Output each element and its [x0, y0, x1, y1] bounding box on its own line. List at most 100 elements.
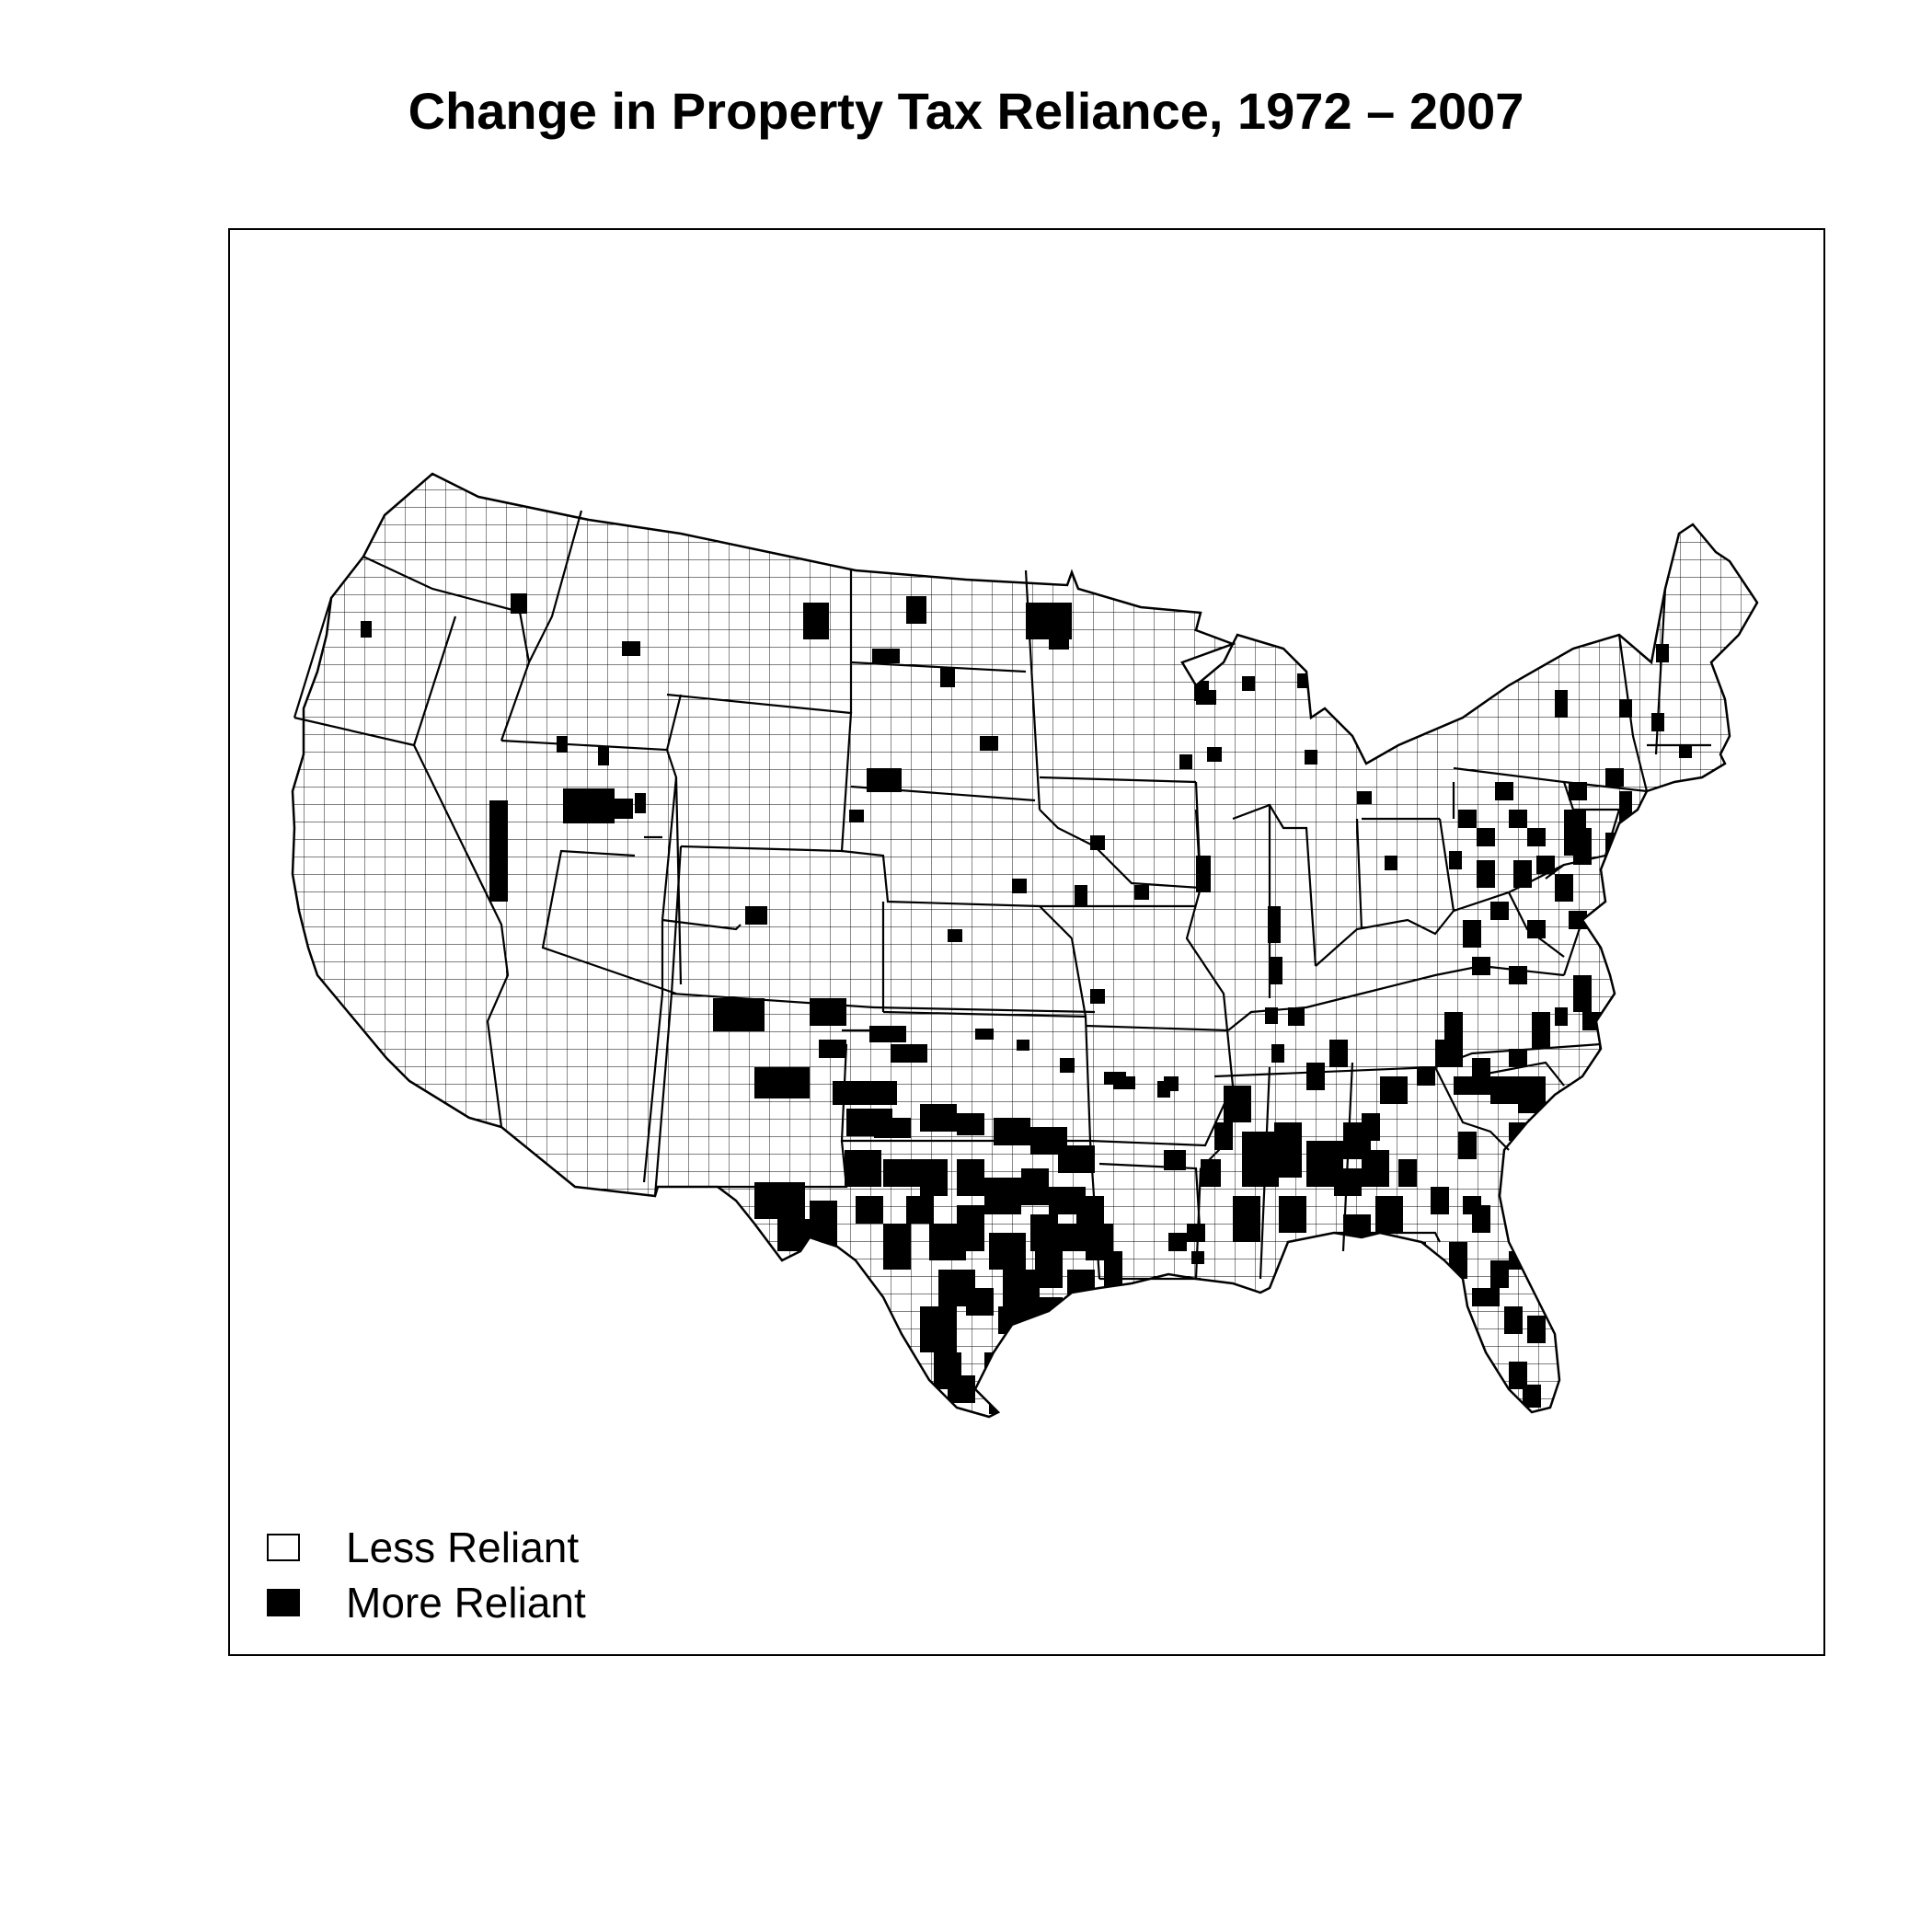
- more-reliant-county: [883, 1224, 911, 1270]
- more-reliant-county: [1271, 1044, 1284, 1063]
- more-reliant-county: [1021, 1325, 1049, 1343]
- more-reliant-county: [1058, 1224, 1086, 1251]
- legend-label-less-reliant: Less Reliant: [346, 1524, 580, 1571]
- more-reliant-county: [1495, 782, 1513, 800]
- more-reliant-county: [940, 667, 955, 687]
- more-reliant-county: [1573, 975, 1592, 1012]
- more-reliant-county: [883, 1159, 920, 1187]
- more-reliant-county: [1207, 747, 1222, 762]
- more-reliant-county: [1021, 1168, 1049, 1205]
- more-reliant-county: [598, 747, 609, 765]
- legend-item-less-reliant: Less Reliant: [267, 1520, 586, 1575]
- more-reliant-county: [489, 800, 508, 902]
- more-reliant-county: [1532, 1012, 1550, 1049]
- more-reliant-county: [874, 1118, 911, 1138]
- more-reliant-county: [1679, 745, 1692, 758]
- more-reliant-county: [1362, 1113, 1380, 1141]
- more-reliant-county: [984, 1352, 1012, 1380]
- more-reliant-county: [1268, 906, 1281, 943]
- more-reliant-county: [1555, 1007, 1568, 1026]
- more-reliant-county: [980, 736, 998, 751]
- more-reliant-county: [1049, 635, 1069, 650]
- more-reliant-county: [966, 1288, 994, 1316]
- more-reliant-county: [819, 1040, 846, 1058]
- more-reliant-county: [810, 998, 846, 1026]
- more-reliant-county: [1270, 957, 1282, 984]
- more-reliant-county: [1375, 1196, 1403, 1233]
- more-reliant-county: [1164, 1150, 1186, 1170]
- more-reliant-county: [810, 1201, 837, 1237]
- more-reliant-county: [920, 1104, 957, 1132]
- more-reliant-county: [1224, 1086, 1251, 1122]
- more-reliant-county: [948, 929, 962, 942]
- more-reliant-county: [1477, 860, 1495, 888]
- more-reliant-county: [615, 799, 633, 819]
- more-reliant-county: [1017, 1040, 1029, 1051]
- more-reliant-county: [1233, 1196, 1260, 1242]
- more-reliant-county: [891, 1044, 927, 1063]
- more-reliant-county: [957, 1205, 984, 1251]
- more-reliant-county: [998, 1306, 1035, 1334]
- more-reliant-county: [1523, 1385, 1541, 1408]
- more-reliant-county: [361, 621, 372, 638]
- legend-item-more-reliant: More Reliant: [267, 1575, 586, 1630]
- more-reliant-county: [1472, 1288, 1500, 1306]
- more-reliant-county: [1555, 874, 1573, 902]
- more-reliant-county: [948, 1375, 975, 1403]
- more-reliant-county: [803, 603, 829, 639]
- more-reliant-county: [1274, 1122, 1302, 1178]
- more-reliant-county: [957, 1159, 984, 1196]
- more-reliant-county: [1060, 1058, 1075, 1073]
- more-reliant-county: [1242, 1132, 1279, 1187]
- legend: Less Reliant More Reliant: [267, 1520, 586, 1630]
- more-reliant-county: [1357, 791, 1372, 804]
- more-reliant-county: [1513, 860, 1532, 888]
- more-reliant-county: [1058, 1145, 1095, 1173]
- more-reliant-county: [1187, 1224, 1205, 1242]
- more-reliant-county: [1380, 1237, 1398, 1256]
- more-reliant-county: [1067, 1270, 1095, 1306]
- more-reliant-county: [1242, 676, 1255, 691]
- more-reliant-county: [1288, 1007, 1305, 1026]
- more-reliant-county: [1329, 1040, 1348, 1067]
- more-reliant-county: [1555, 690, 1568, 718]
- more-reliant-county: [1104, 1251, 1122, 1288]
- more-reliant-counties: [361, 593, 1692, 1414]
- more-reliant-county: [1527, 828, 1546, 846]
- more-reliant-county: [845, 1150, 881, 1187]
- more-reliant-county: [1536, 856, 1555, 874]
- more-reliant-county: [1012, 879, 1027, 893]
- more-reliant-county: [622, 641, 640, 656]
- more-reliant-county: [1417, 1067, 1435, 1086]
- more-reliant-county: [989, 1233, 1026, 1270]
- more-reliant-county: [1385, 856, 1397, 870]
- more-reliant-county: [1490, 902, 1509, 920]
- more-reliant-county: [1090, 989, 1105, 1004]
- more-reliant-county: [869, 1026, 906, 1042]
- more-reliant-county: [1168, 1233, 1187, 1251]
- more-reliant-county: [777, 1219, 814, 1251]
- more-reliant-county: [1504, 1306, 1523, 1334]
- more-reliant-county: [1605, 768, 1624, 787]
- more-reliant-county: [1201, 1159, 1221, 1187]
- more-reliant-county: [849, 810, 864, 822]
- more-reliant-county: [833, 1081, 897, 1105]
- more-reliant-county: [1343, 1214, 1371, 1242]
- more-reliant-county: [1449, 851, 1462, 869]
- more-reliant-county: [1573, 828, 1592, 865]
- more-reliant-county: [754, 1067, 810, 1098]
- more-reliant-county: [989, 1394, 1009, 1414]
- more-reliant-county: [984, 1178, 1021, 1214]
- map-frame: [228, 228, 1825, 1656]
- more-reliant-county: [1642, 846, 1655, 874]
- state-borders: [293, 510, 1711, 1281]
- more-reliant-county: [920, 1306, 957, 1352]
- more-reliant-county: [1104, 1072, 1126, 1085]
- more-reliant-county: [1279, 1196, 1306, 1233]
- more-reliant-county: [1472, 1205, 1490, 1233]
- legend-swatch-more-reliant: [267, 1589, 300, 1616]
- legend-swatch-less-reliant: [267, 1534, 300, 1561]
- more-reliant-county: [1030, 1214, 1058, 1251]
- more-reliant-county: [1463, 920, 1481, 948]
